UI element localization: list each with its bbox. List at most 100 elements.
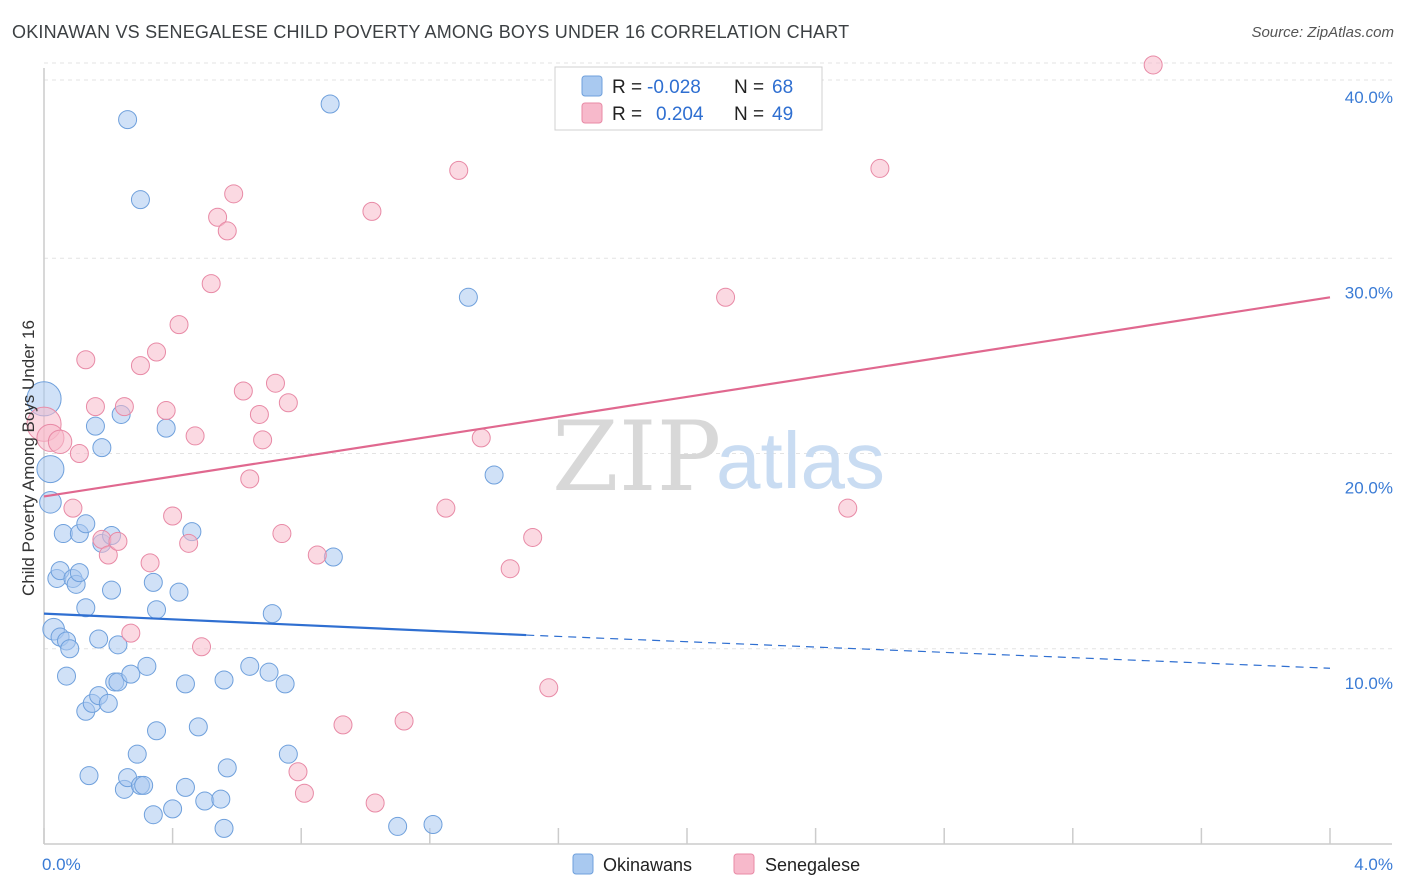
bottom-legend: Okinawans Senegalese	[572, 853, 860, 875]
point-senegalese	[272, 524, 292, 544]
point-okinawans	[121, 664, 141, 684]
bottom-legend-label-senegalese: Senegalese	[765, 855, 860, 875]
trend-line-okinawans-extrapolated	[526, 634, 1331, 669]
point-senegalese	[838, 498, 858, 518]
point-senegalese	[449, 160, 469, 180]
legend-swatch-okinawans	[581, 75, 603, 97]
point-senegalese	[523, 527, 543, 547]
point-okinawans	[89, 629, 109, 649]
chart-title: OKINAWAN VS SENEGALESE CHILD POVERTY AMO…	[12, 22, 850, 42]
point-senegalese	[140, 553, 160, 573]
point-okinawans	[275, 674, 295, 694]
bottom-legend-swatch-senegalese	[733, 853, 755, 875]
point-senegalese	[1143, 55, 1163, 75]
point-okinawans	[211, 789, 231, 809]
point-senegalese	[163, 506, 183, 526]
point-okinawans	[163, 799, 183, 819]
point-okinawans	[57, 666, 77, 686]
point-senegalese	[185, 426, 205, 446]
point-senegalese	[278, 393, 298, 413]
bottom-legend-swatch-okinawans	[572, 853, 594, 875]
axes	[43, 68, 1392, 845]
x-tick-label-max: 4.0%	[1354, 855, 1393, 874]
x-tick-label-min: 0.0%	[42, 855, 81, 874]
point-okinawans	[79, 766, 99, 786]
legend-n-value-okinawans: 68	[772, 77, 793, 98]
point-senegalese	[394, 711, 414, 731]
point-senegalese	[265, 373, 285, 393]
point-senegalese	[240, 469, 260, 489]
point-senegalese	[130, 356, 150, 376]
point-senegalese	[208, 207, 228, 227]
point-senegalese	[253, 430, 273, 450]
point-okinawans	[147, 600, 167, 620]
point-senegalese	[224, 184, 244, 204]
point-okinawans	[388, 816, 408, 836]
point-senegalese	[500, 559, 520, 579]
legend-box: R = -0.028 N = 68 R = 0.204 N = 49	[554, 66, 823, 131]
point-okinawans	[130, 190, 150, 210]
bottom-legend-label-okinawans: Okinawans	[603, 855, 692, 875]
gridlines	[44, 62, 1392, 650]
point-senegalese	[365, 793, 385, 813]
point-okinawans	[102, 580, 122, 600]
point-senegalese	[76, 350, 96, 370]
y-tick-labels: 10.0% 20.0% 30.0% 40.0%	[1345, 88, 1393, 693]
point-senegalese	[69, 444, 89, 463]
point-okinawans	[36, 455, 65, 484]
trend-lines	[43, 296, 1331, 669]
point-senegalese	[147, 342, 167, 362]
chart-source: Source: ZipAtlas.com	[1251, 24, 1394, 41]
point-okinawans	[127, 744, 147, 764]
point-okinawans	[53, 524, 73, 544]
point-senegalese	[201, 274, 221, 294]
point-okinawans	[423, 814, 443, 834]
point-okinawans	[76, 598, 96, 618]
point-okinawans	[143, 572, 163, 592]
point-okinawans	[195, 791, 215, 811]
point-okinawans	[323, 547, 343, 567]
point-senegalese	[716, 287, 736, 307]
point-okinawans	[98, 693, 118, 713]
point-okinawans	[60, 639, 80, 659]
point-senegalese	[85, 397, 105, 417]
point-senegalese	[217, 221, 237, 241]
point-okinawans	[92, 438, 112, 458]
point-okinawans	[85, 416, 105, 436]
watermark-atlas: atlas	[716, 416, 885, 505]
point-okinawans	[118, 110, 138, 130]
point-okinawans	[484, 465, 504, 485]
x-tick-labels: 0.0% 4.0%	[42, 855, 1393, 874]
trend-line-senegalese	[43, 296, 1331, 498]
point-okinawans	[217, 758, 237, 778]
point-senegalese	[156, 401, 176, 421]
point-okinawans	[169, 582, 189, 602]
point-senegalese	[47, 429, 73, 454]
point-senegalese	[288, 762, 308, 782]
point-okinawans	[147, 721, 167, 741]
legend-n-label-senegalese: N =	[734, 104, 764, 125]
point-senegalese	[249, 404, 269, 424]
point-senegalese	[233, 381, 253, 401]
point-senegalese	[108, 531, 128, 551]
point-senegalese	[192, 637, 212, 657]
legend-r-value-okinawans: -0.028	[647, 77, 701, 98]
point-okinawans	[262, 604, 282, 624]
y-tick-label: 40.0%	[1345, 88, 1393, 107]
data-points	[26, 55, 1163, 838]
y-tick-label: 30.0%	[1345, 283, 1393, 302]
legend-r-label-senegalese: R =	[612, 104, 642, 125]
legend-swatch-senegalese	[581, 102, 603, 124]
legend-n-label-okinawans: N =	[734, 77, 764, 98]
point-okinawans	[143, 805, 163, 825]
point-senegalese	[63, 498, 83, 518]
point-okinawans	[137, 656, 157, 676]
point-okinawans	[188, 717, 208, 737]
y-axis-label: Child Poverty Among Boys Under 16	[19, 320, 38, 596]
y-tick-label: 10.0%	[1345, 674, 1393, 693]
point-senegalese	[169, 315, 189, 335]
y-tick-label: 20.0%	[1345, 479, 1393, 498]
point-okinawans	[69, 563, 89, 583]
point-okinawans	[76, 514, 96, 534]
legend-n-value-senegalese: 49	[772, 104, 793, 125]
